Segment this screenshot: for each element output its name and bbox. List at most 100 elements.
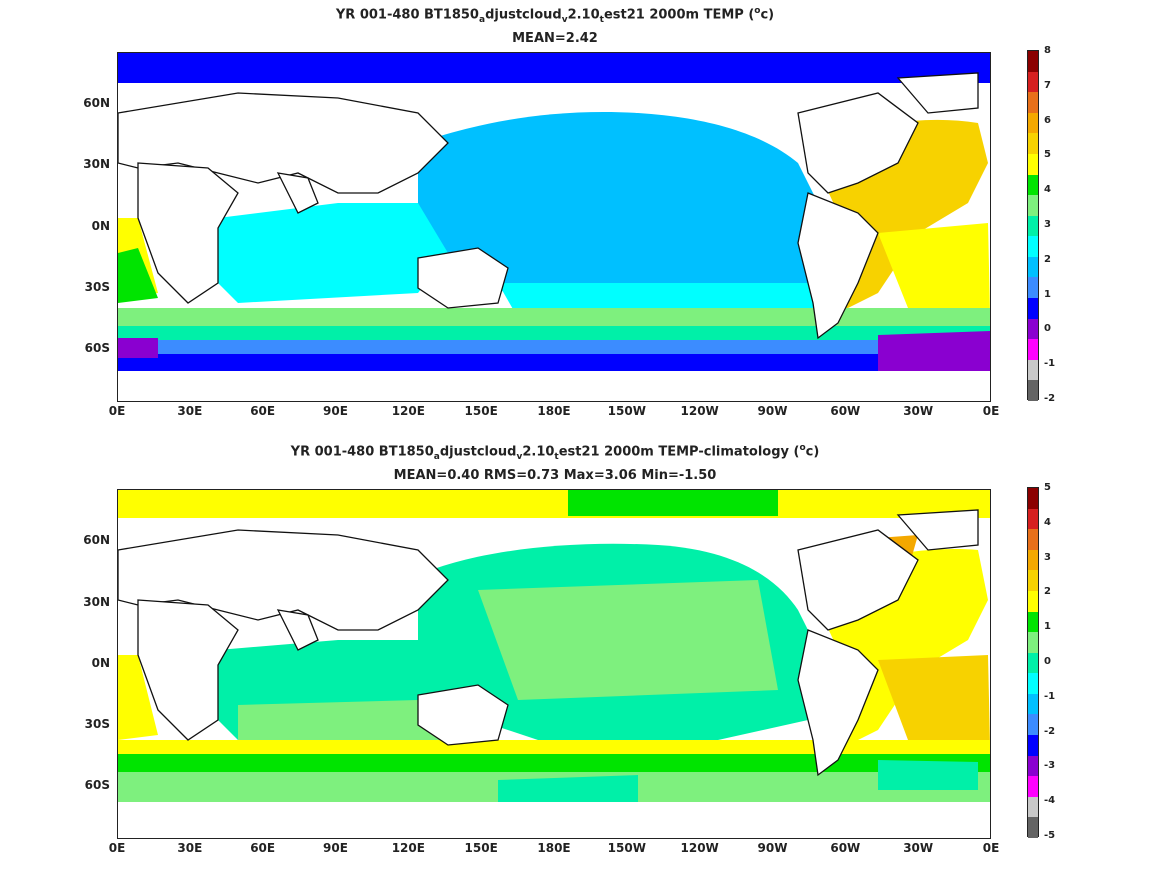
- panel2-lon-tick: 90W: [757, 841, 788, 855]
- panel2-lon-tick: 0E: [108, 841, 126, 855]
- panel1-lon-tick: 0E: [982, 404, 1000, 418]
- colorbar-label: 1: [1044, 288, 1051, 300]
- panel1-lon-tick: 90E: [323, 404, 348, 418]
- colorbar-swatch: [1028, 817, 1038, 839]
- colorbar-label: 1: [1044, 621, 1051, 633]
- colorbar-swatch: [1028, 195, 1038, 217]
- panel2-subtitle: MEAN=0.40 RMS=0.73 Max=3.06 Min=-1.50: [393, 468, 717, 483]
- colorbar-swatch: [1028, 298, 1038, 320]
- colorbar-swatch: [1028, 174, 1038, 196]
- colorbar-swatch: [1028, 339, 1038, 361]
- colorbar-swatch: [1028, 153, 1038, 176]
- panel2-lat-tick: 60S: [84, 778, 110, 792]
- colorbar-swatch: [1028, 508, 1038, 530]
- colorbar-swatch: [1028, 673, 1038, 695]
- colorbar-swatch: [1028, 755, 1038, 777]
- panel1-lat-tick: 60N: [83, 96, 110, 110]
- colorbar-label: 3: [1044, 551, 1051, 563]
- panel1-map: [117, 52, 991, 402]
- colorbar-label: 4: [1044, 184, 1051, 196]
- panel1-lon-tick: 30W: [903, 404, 934, 418]
- panel2-lat-tick: 30S: [84, 717, 110, 731]
- colorbar-swatch: [1028, 693, 1038, 715]
- panel1-lon-tick: 120E: [391, 404, 425, 418]
- panel1-lon-tick: 120W: [680, 404, 719, 418]
- panel2-lon-tick: 60E: [250, 841, 276, 855]
- colorbar-swatch: [1028, 51, 1038, 73]
- colorbar-label: 2: [1044, 253, 1051, 265]
- panel2-lon-tick: 120W: [680, 841, 719, 855]
- colorbar-swatch: [1028, 570, 1038, 592]
- panel1-lon-tick: 30E: [177, 404, 203, 418]
- colorbar-label: 0: [1044, 323, 1051, 335]
- panel2-lon-tick: 150W: [607, 841, 646, 855]
- panel1-title: YR 001-480 BT1850adjustcloudv2.10test21 …: [335, 6, 775, 25]
- colorbar-swatch: [1028, 632, 1038, 654]
- panel1-lat-tick: 30S: [84, 280, 110, 294]
- colorbar-label: -1: [1044, 690, 1056, 702]
- colorbar-swatch: [1028, 359, 1038, 381]
- panel2-map: [117, 489, 991, 839]
- panel1-lon-tick: 60E: [250, 404, 276, 418]
- panel1-colorbar: [1027, 50, 1039, 402]
- panel1-field: [118, 53, 990, 401]
- colorbar-label: 0: [1044, 656, 1051, 667]
- colorbar-swatch: [1028, 215, 1038, 237]
- panel2-lon-tick: 90E: [323, 841, 348, 855]
- colorbar-swatch: [1028, 112, 1038, 134]
- colorbar-swatch: [1028, 796, 1038, 818]
- colorbar-swatch: [1028, 380, 1038, 402]
- colorbar-label: 6: [1044, 114, 1051, 126]
- panel1-lon-tick: 180E: [537, 404, 571, 418]
- colorbar-swatch: [1028, 735, 1038, 757]
- colorbar-swatch: [1028, 529, 1038, 551]
- colorbar-swatch: [1028, 133, 1038, 155]
- panel2-lat-tick: 0N: [91, 656, 110, 670]
- panel2-lon-tick: 150E: [464, 841, 498, 855]
- colorbar-swatch: [1028, 590, 1038, 613]
- panel2-lon-tick: 60W: [830, 841, 861, 855]
- panel1-lon-tick: 0E: [108, 404, 126, 418]
- panel2-lat-tick: 30N: [83, 595, 110, 609]
- colorbar-label: -5: [1044, 830, 1056, 841]
- colorbar-label: -2: [1044, 393, 1056, 404]
- panel2-lon-tick: 120E: [391, 841, 425, 855]
- colorbar-label: 5: [1044, 149, 1051, 161]
- panel2-lon-tick: 180E: [537, 841, 571, 855]
- colorbar-swatch: [1028, 318, 1038, 340]
- colorbar-swatch: [1028, 488, 1038, 510]
- colorbar-swatch: [1028, 652, 1038, 674]
- colorbar-label: 4: [1044, 516, 1051, 528]
- panel1-lon-tick: 150E: [464, 404, 498, 418]
- colorbar-swatch: [1028, 71, 1038, 93]
- panel1-lon-tick: 90W: [757, 404, 788, 418]
- panel1-subtitle: MEAN=2.42: [512, 31, 598, 46]
- panel1-lat-tick: 60S: [84, 341, 110, 355]
- colorbar-label: 7: [1044, 79, 1051, 91]
- panel1-lat-tick: 0N: [91, 219, 110, 233]
- colorbar-swatch: [1028, 611, 1038, 633]
- colorbar-label: -2: [1044, 725, 1056, 737]
- colorbar-swatch: [1028, 92, 1038, 114]
- colorbar-label: -3: [1044, 760, 1056, 772]
- panel1-lon-tick: 150W: [607, 404, 646, 418]
- panel2-lat-tick: 60N: [83, 533, 110, 547]
- colorbar-label: 2: [1044, 586, 1051, 598]
- colorbar-label: 5: [1044, 482, 1051, 493]
- colorbar-label: -4: [1044, 795, 1056, 807]
- colorbar-label: 8: [1044, 45, 1051, 56]
- colorbar-swatch: [1028, 549, 1038, 571]
- colorbar-swatch: [1028, 776, 1038, 798]
- panel2-title: YR 001-480 BT1850adjustcloudv2.10test21 …: [290, 443, 820, 462]
- panel2-lon-tick: 30E: [177, 841, 203, 855]
- panel2-colorbar: [1027, 487, 1039, 839]
- panel2-lon-tick: 0E: [982, 841, 1000, 855]
- colorbar-label: -1: [1044, 358, 1056, 370]
- panel2-lon-tick: 30W: [903, 841, 934, 855]
- colorbar-swatch: [1028, 256, 1038, 278]
- colorbar-swatch: [1028, 236, 1038, 258]
- panel1-lat-tick: 30N: [83, 157, 110, 171]
- colorbar-swatch: [1028, 277, 1038, 299]
- colorbar-swatch: [1028, 714, 1038, 736]
- panel1-lon-tick: 60W: [830, 404, 861, 418]
